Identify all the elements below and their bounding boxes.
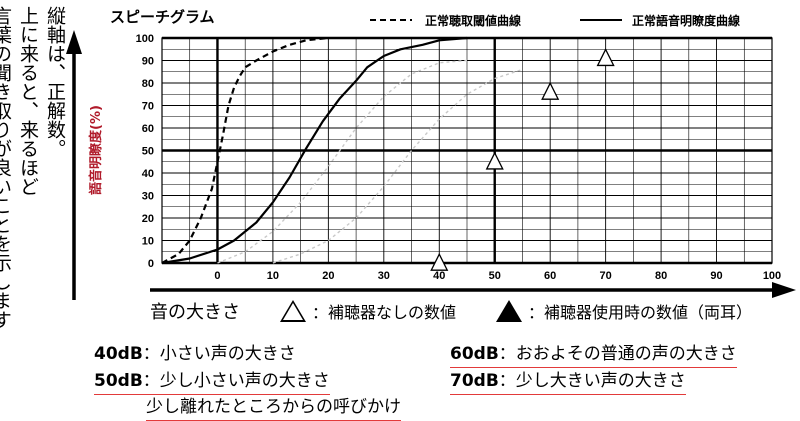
marker-outline-triangle-2 bbox=[541, 81, 560, 100]
x-tick-60: 60 bbox=[544, 270, 556, 282]
y-tick-100: 100 bbox=[136, 33, 154, 45]
side-note-line-2: 上に来ると、来るほど bbox=[17, 6, 39, 196]
horizontal-arrow-head bbox=[772, 282, 796, 298]
x-tick-100: 100 bbox=[763, 270, 781, 282]
legend-outline-label: ：補聴器なしの数値 bbox=[312, 303, 457, 322]
x-tick-80: 80 bbox=[655, 270, 667, 282]
y-tick-10: 10 bbox=[142, 236, 154, 248]
db-label-50-continued: 少し離れたところからの呼びかけ bbox=[146, 395, 401, 421]
legend-filled-label: ：補聴器使用時の数値（両耳） bbox=[528, 303, 753, 322]
db-label-50: 50dB：少し小さい声の大きさ bbox=[94, 369, 330, 395]
y-tick-50: 50 bbox=[142, 146, 154, 158]
legend-row: 音の大きさ ：補聴器なしの数値 ：補聴器使用時の数値（両耳） bbox=[150, 298, 792, 324]
side-note-line-3: 言葉の聞き取りが良いことを示します bbox=[0, 6, 12, 329]
vertical-arrow-head bbox=[66, 30, 82, 54]
series-line-2 bbox=[217, 59, 468, 264]
x-tick-30: 30 bbox=[378, 270, 390, 282]
marker-outline-triangle-3 bbox=[596, 47, 615, 67]
x-tick-50: 50 bbox=[489, 270, 501, 282]
filled-triangle-icon bbox=[496, 300, 523, 322]
series-line-3 bbox=[272, 68, 523, 264]
y-axis-label: 語音明瞭度(%) bbox=[88, 105, 104, 195]
y-tick-60: 60 bbox=[142, 123, 154, 135]
marker-outline-triangle-0 bbox=[430, 252, 449, 271]
db-label-60: 60dB：おおよその普通の声の大きさ bbox=[450, 342, 737, 368]
x-tick-40: 40 bbox=[433, 270, 445, 282]
y-tick-70: 70 bbox=[142, 101, 154, 113]
y-tick-20: 20 bbox=[142, 213, 154, 225]
side-note: 縦軸は、正解数。 上に来ると、来るほど 言葉の聞き取りが良いことを示します bbox=[0, 6, 68, 406]
x-tick-70: 70 bbox=[600, 270, 612, 282]
x-tick-10: 10 bbox=[267, 270, 279, 282]
y-tick-30: 30 bbox=[142, 191, 154, 203]
db-label-70: 70dB：少し大きい声の大きさ bbox=[450, 369, 686, 395]
series-line-0 bbox=[161, 36, 329, 264]
y-tick-0: 0 bbox=[148, 258, 154, 270]
legend-dashed-label: 正常聴取閾値曲線 bbox=[425, 13, 521, 28]
legend-solid-label: 正常語音明瞭度曲線 bbox=[632, 13, 740, 28]
chart-title: スピーチグラム bbox=[110, 8, 215, 26]
marker-outline-triangle-1 bbox=[485, 151, 504, 170]
x-axis-label: 音の大きさ bbox=[150, 302, 240, 323]
side-note-line-1: 縦軸は、正解数。 bbox=[44, 6, 66, 158]
y-tick-80: 80 bbox=[142, 78, 154, 90]
outline-triangle-icon bbox=[280, 300, 306, 322]
db-label-40: 40dB：小さい声の大きさ bbox=[94, 344, 296, 364]
y-tick-40: 40 bbox=[142, 168, 154, 180]
series-line-1 bbox=[161, 36, 468, 265]
y-tick-90: 90 bbox=[142, 56, 154, 68]
x-tick-90: 90 bbox=[710, 270, 722, 282]
x-tick-0: 0 bbox=[214, 270, 220, 282]
speechgram-chart: 0 10 20 30 40 50 60 70 80 90 100 0 10 20 30 40 50 60 70 80 9… bbox=[66, 8, 796, 300]
x-tick-20: 20 bbox=[322, 270, 334, 282]
